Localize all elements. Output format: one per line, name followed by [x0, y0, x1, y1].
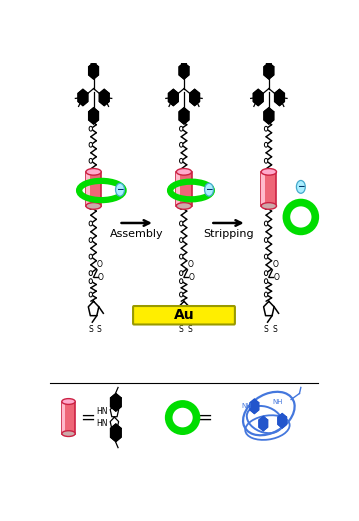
Text: S: S	[179, 325, 183, 334]
Circle shape	[89, 221, 93, 226]
Ellipse shape	[86, 168, 101, 175]
Polygon shape	[190, 89, 200, 106]
Text: O: O	[188, 272, 194, 282]
Ellipse shape	[261, 168, 276, 175]
Circle shape	[264, 158, 268, 163]
Circle shape	[89, 279, 93, 283]
Circle shape	[264, 271, 268, 276]
Circle shape	[264, 238, 268, 242]
Text: Stripping: Stripping	[203, 229, 254, 239]
Polygon shape	[179, 108, 189, 124]
Ellipse shape	[261, 203, 276, 209]
Circle shape	[89, 205, 93, 209]
Circle shape	[297, 180, 305, 193]
Circle shape	[264, 126, 268, 131]
Text: S: S	[187, 325, 192, 334]
Ellipse shape	[86, 203, 101, 209]
Bar	[62, 402, 75, 433]
Polygon shape	[275, 89, 284, 106]
Circle shape	[205, 183, 214, 196]
Text: NH: NH	[272, 399, 283, 404]
Circle shape	[264, 292, 268, 297]
Bar	[86, 172, 101, 206]
Polygon shape	[168, 89, 178, 106]
Circle shape	[180, 292, 183, 297]
Text: −: −	[116, 185, 124, 194]
Ellipse shape	[62, 399, 75, 404]
Polygon shape	[264, 108, 274, 124]
Bar	[176, 173, 180, 204]
Circle shape	[180, 142, 183, 147]
Circle shape	[264, 279, 268, 283]
Bar	[62, 403, 65, 432]
Ellipse shape	[176, 168, 192, 175]
Circle shape	[89, 158, 93, 163]
Circle shape	[180, 126, 183, 131]
Circle shape	[180, 110, 183, 115]
Circle shape	[89, 271, 93, 276]
Text: O: O	[97, 260, 103, 269]
Polygon shape	[278, 414, 286, 428]
Circle shape	[89, 254, 93, 259]
Text: −: −	[205, 185, 213, 194]
Circle shape	[180, 238, 183, 242]
Circle shape	[89, 126, 93, 131]
Polygon shape	[179, 63, 189, 79]
Polygon shape	[99, 89, 109, 106]
Circle shape	[180, 271, 183, 276]
Polygon shape	[253, 89, 263, 106]
Circle shape	[264, 205, 268, 209]
Circle shape	[180, 254, 183, 259]
Circle shape	[116, 183, 125, 196]
Text: =: =	[197, 408, 213, 427]
Circle shape	[89, 238, 93, 242]
Text: Assembly: Assembly	[110, 229, 163, 239]
Circle shape	[264, 142, 268, 147]
Circle shape	[180, 205, 183, 209]
Ellipse shape	[176, 203, 192, 209]
Polygon shape	[250, 399, 259, 414]
Bar	[261, 173, 265, 204]
Circle shape	[180, 221, 183, 226]
Circle shape	[89, 110, 93, 115]
Polygon shape	[89, 63, 98, 79]
Polygon shape	[264, 63, 274, 79]
Text: S: S	[272, 325, 277, 334]
Polygon shape	[111, 424, 121, 442]
Bar	[176, 172, 192, 206]
Text: S: S	[97, 325, 102, 334]
Text: Au: Au	[174, 308, 194, 322]
Text: S: S	[264, 325, 269, 334]
Text: HN: HN	[96, 419, 107, 428]
Bar	[86, 173, 90, 204]
Bar	[261, 172, 276, 206]
Circle shape	[89, 142, 93, 147]
Circle shape	[264, 110, 268, 115]
Circle shape	[180, 279, 183, 283]
Polygon shape	[111, 393, 121, 411]
Polygon shape	[78, 89, 88, 106]
FancyBboxPatch shape	[133, 306, 235, 325]
Ellipse shape	[62, 431, 75, 437]
Text: O: O	[272, 260, 278, 269]
Text: S: S	[88, 325, 93, 334]
Text: =: =	[80, 408, 95, 427]
Polygon shape	[259, 416, 267, 431]
Text: O: O	[98, 272, 104, 282]
Circle shape	[180, 158, 183, 163]
Circle shape	[89, 292, 93, 297]
Circle shape	[264, 221, 268, 226]
Text: −: −	[297, 182, 304, 191]
Text: O: O	[187, 260, 194, 269]
Polygon shape	[89, 108, 98, 124]
Text: HN: HN	[96, 406, 107, 416]
Text: NH: NH	[241, 403, 252, 410]
Text: O: O	[273, 272, 279, 282]
Circle shape	[264, 254, 268, 259]
